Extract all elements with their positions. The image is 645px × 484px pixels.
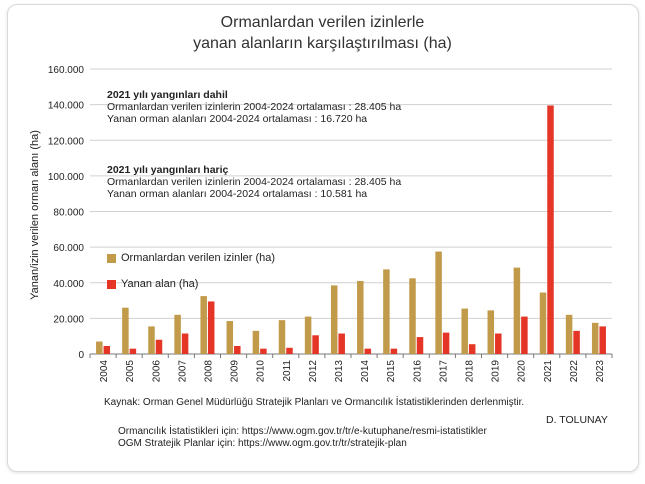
y-tick-labels: 0 20.000 40.000 60.000 80.000 100.000 120.000 1… [48,65,85,361]
legend-item-izinler: Ormanlardan verilen izinler (ha) [107,252,275,264]
x-tick-label: 2012 [308,360,319,383]
bar-yanan-2010 [260,348,267,354]
y-tick-label: 80.000 [53,208,84,219]
bar-izinler-2011 [278,320,286,354]
bar-yanan-2020 [521,316,528,354]
x-tick-label: 2020 [517,360,528,383]
chart-title: Ormanlardan verilen izinlerle [220,14,425,31]
author-credit: D. TOLUNAY [546,414,608,426]
bar-izinler-2014 [357,280,364,354]
bar-yanan-2004 [103,345,111,354]
x-tick-label: 2004 [99,360,110,383]
annotation-dahil-line1: Ormanlardan verilen izinlerin 2004-2024 … [107,101,402,113]
x-tick-label: 2010 [256,360,267,383]
bar-izinler-2005 [122,307,129,354]
annotation-dahil: 2021 yılı yangınları dahil Ormanlardan v… [107,89,401,125]
bar-izinler-2013 [330,285,338,354]
bar-izinler-2015 [383,269,390,354]
x-tick-label: 2008 [203,360,214,383]
x-tick-label: 2015 [386,360,397,383]
x-tick-label: 2017 [438,360,449,383]
y-axis-label: Yanan/izin verilen orman alanı (ha) [29,130,41,300]
x-tick-label: 2018 [464,360,475,383]
bar-yanan-2006 [155,339,163,354]
bar-izinler-2020 [513,267,521,354]
bar-izinler-2017 [435,251,442,354]
x-tick-label: 2006 [151,360,162,383]
bar-yanan-2005 [129,348,137,354]
y-tick-label: 120.000 [48,136,85,147]
statistics-link: Ormancılık İstatistikleri için: https://… [118,426,487,437]
bar-izinler-2023 [591,322,599,354]
bar-yanan-2021 [547,105,554,354]
y-tick-label: 40.000 [53,279,84,290]
bar-izinler-2006 [148,326,155,354]
bar-yanan-2019 [495,333,502,354]
legend-item-yanan: Yanan alan (ha) [107,278,198,290]
x-tick-label: 2019 [491,360,502,383]
bar-yanan-2017 [442,332,450,354]
legend-label-yanan: Yanan alan (ha) [121,278,199,290]
bar-izinler-2007 [174,314,181,354]
bar-izinler-2022 [565,314,573,354]
y-tick-label: 0 [78,350,84,361]
y-tick-label: 100.000 [48,172,85,183]
bar-yanan-2014 [364,348,372,354]
x-tick-label: 2005 [125,360,136,383]
annotation-haric: 2021 yılı yangınları hariç Ormanlardan v… [107,164,401,200]
y-tick-label: 160.000 [48,65,85,76]
x-tick-label: 2016 [412,360,423,383]
bar-yanan-2008 [207,301,215,354]
legend-label-izinler: Ormanlardan verilen izinler (ha) [121,252,276,264]
x-tick-label: 2021 [543,360,554,383]
bar-izinler-2009 [226,321,234,354]
y-tick-label: 20.000 [53,314,84,325]
bars [96,105,606,354]
annotation-haric-line2: Yanan orman alanları 2004-2024 ortalamas… [107,188,368,200]
bar-izinler-2010 [252,330,260,354]
bar-yanan-2012 [312,335,319,354]
legend-swatch-yanan [107,279,116,289]
y-tick-label: 140.000 [48,101,85,112]
annotation-dahil-header: 2021 yılı yangınları dahil [107,89,228,101]
annotation-haric-header: 2021 yılı yangınları hariç [107,164,229,176]
bar-izinler-2021 [539,292,547,354]
legend-swatch-izinler [107,253,116,263]
bar-izinler-2019 [487,310,495,354]
x-tick-label: 2011 [282,360,293,382]
x-tick-label: 2014 [360,360,371,383]
x-tick-labels: 2004 2005 2006 2007 2008 2009 2010 2011 2012 2013… [89,354,613,383]
chart-card [7,4,639,472]
bar-yanan-2009 [234,345,241,354]
x-tick-label: 2023 [595,360,606,383]
bar-yanan-2018 [468,344,476,354]
bar-izinler-2018 [461,308,468,354]
y-tick-label: 60.000 [53,243,84,254]
bar-yanan-2016 [416,337,424,354]
bar-izinler-2004 [96,341,103,354]
x-tick-label: 2007 [177,360,188,383]
annotation-haric-line1: Ormanlardan verilen izinlerin 2004-2024 … [107,176,402,188]
bar-yanan-2013 [338,333,345,354]
bar-izinler-2016 [409,278,416,354]
bar-izinler-2012 [304,316,312,354]
strategic-plan-link: OGM Stratejik Planlar için: https://www.… [118,438,407,449]
bar-yanan-2022 [573,330,580,354]
annotation-dahil-line2: Yanan orman alanları 2004-2024 ortalamas… [107,113,368,125]
x-tick-label: 2022 [569,360,580,383]
bar-yanan-2023 [599,326,606,354]
bar-izinler-2008 [200,296,207,354]
bar-yanan-2007 [181,333,189,354]
chart-subtitle: yanan alanların karşılaştırılması (ha) [193,35,452,52]
x-tick-label: 2013 [334,360,345,383]
source-note: Kaynak: Orman Genel Müdürlüğü Stratejik … [104,397,525,408]
bar-yanan-2015 [390,348,398,354]
bar-yanan-2011 [286,347,293,354]
x-tick-label: 2009 [230,360,241,383]
gridlines [90,68,612,355]
